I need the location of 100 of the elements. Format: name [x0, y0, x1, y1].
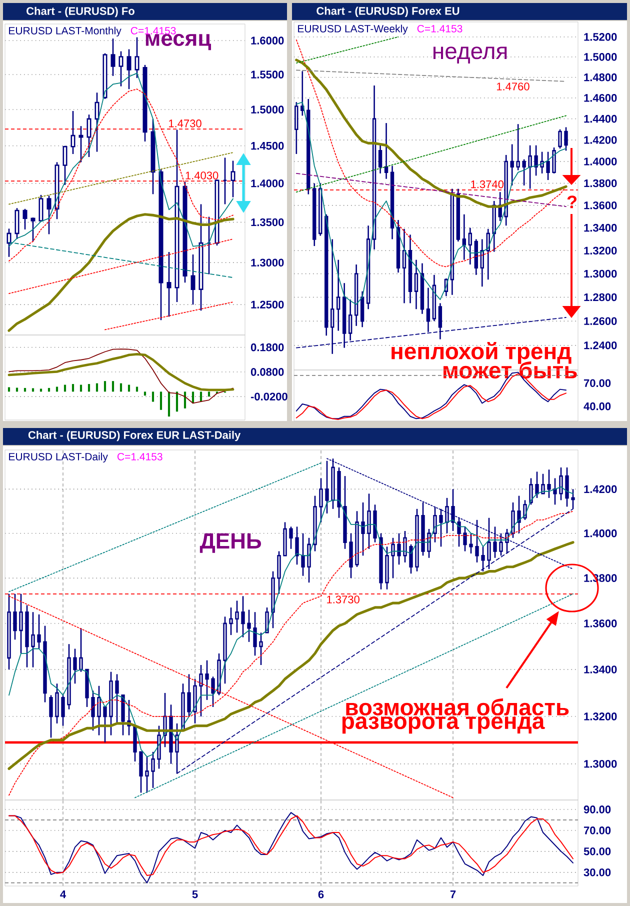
chart-title: EURUSD LAST-Daily: [9, 452, 108, 462]
y-tick-label: 1.4800: [584, 73, 617, 82]
candlestick: [78, 125, 84, 163]
y-tick-label: 1.5500: [251, 70, 284, 78]
candlestick: [94, 92, 100, 152]
candlestick: [166, 251, 172, 318]
y-tick-label: 0.0800: [250, 368, 284, 376]
y-tick-label: 1.4600: [584, 94, 617, 102]
annotation: 1.4760: [496, 82, 530, 90]
bar: [32, 388, 34, 392]
y-tick-label: 1.3400: [584, 224, 617, 232]
bar: [88, 384, 90, 392]
candlestick: [73, 648, 77, 684]
candlestick: [408, 234, 412, 304]
candlestick: [230, 160, 236, 198]
y-tick-label: 30.00: [584, 868, 611, 876]
candlestick: [378, 144, 382, 174]
candlestick: [169, 704, 173, 764]
y-tick-label: 1.3200: [584, 246, 617, 255]
y-tick-label: 90.00: [584, 806, 611, 814]
chart-title: EURUSD LAST-Monthly: [9, 26, 122, 36]
candlestick: [420, 262, 424, 315]
y-tick-label: 1.4000: [251, 179, 284, 188]
candlestick: [367, 493, 371, 550]
annotation: месяц: [146, 34, 212, 50]
y-tick-label: 1.4400: [584, 114, 617, 123]
candlestick: [319, 478, 323, 523]
y-tick-label: 1.5000: [584, 53, 617, 61]
chart-subtitle: C=1.4153: [118, 452, 162, 460]
bar: [144, 392, 146, 396]
bar: [136, 386, 138, 392]
bar: [160, 392, 162, 410]
bar: [40, 388, 42, 392]
bar: [208, 392, 210, 397]
candlestick: [145, 756, 149, 794]
x-tick-label: 4: [60, 890, 66, 898]
text: Chart - (EURUSD) Fo: [26, 6, 134, 18]
ref-line-label: 1.4030: [186, 172, 218, 180]
y-tick-label: 70.00: [584, 826, 611, 834]
annotation: неделя: [434, 46, 507, 64]
y-tick-label: 1.3800: [584, 179, 617, 188]
annotation: неплохой тренд: [392, 342, 572, 364]
candlestick: [468, 227, 472, 266]
y-tick-label: 1.3400: [584, 666, 617, 674]
bar: [56, 386, 58, 392]
candlestick: [199, 664, 203, 718]
y-tick-label: 1.3500: [251, 218, 284, 226]
bar: [192, 392, 194, 404]
x-tick-label: 7: [450, 890, 456, 898]
candlestick: [510, 144, 514, 186]
candlestick: [110, 38, 116, 77]
candlestick: [13, 593, 17, 640]
y-tick-label: 1.4500: [251, 142, 284, 150]
x-tick-label: 5: [192, 890, 198, 898]
candlestick: [253, 611, 257, 656]
text: Chart - (EURUSD) Forex EU: [316, 6, 460, 18]
y-tick-label: 1.4000: [584, 158, 617, 166]
candlestick: [432, 274, 436, 322]
bar: [72, 384, 74, 392]
candlestick: [235, 600, 239, 634]
candlestick: [462, 214, 466, 260]
y-tick-label: 1.4000: [584, 529, 617, 538]
candlestick: [205, 660, 209, 701]
y-tick-label: 1.6000: [251, 36, 284, 44]
candlestick: [150, 118, 156, 195]
bar: [120, 383, 122, 392]
annotation: возможная область: [346, 698, 569, 716]
candlestick: [97, 685, 101, 736]
bar: [16, 388, 18, 392]
y-tick-label: 40.00: [584, 402, 611, 410]
y-tick-label: 1.2500: [251, 300, 284, 308]
candlestick: [414, 259, 418, 310]
x-tick-label: 6: [318, 890, 324, 898]
candlestick: [312, 182, 316, 247]
bar: [184, 392, 186, 408]
bar: [152, 392, 154, 402]
y-tick-label: 1.4200: [584, 136, 617, 144]
y-tick-label: 1.5000: [251, 106, 284, 114]
ref-line-label: 1.3740: [471, 180, 504, 188]
annotation: ?: [567, 196, 576, 208]
annotation: разворота тренда: [342, 716, 545, 734]
bar: [112, 381, 114, 392]
candlestick: [241, 595, 245, 638]
candlestick: [19, 593, 23, 654]
candlestick: [325, 460, 329, 514]
y-tick-label: 1.3600: [584, 620, 617, 628]
y-tick-label: -0.0200: [250, 392, 288, 400]
ref-line-label: 1.4730: [169, 120, 202, 128]
line-series: [296, 102, 566, 305]
y-tick-label: 70.00: [584, 379, 611, 388]
candlestick: [7, 593, 11, 670]
candlestick: [247, 609, 251, 643]
candlestick: [174, 129, 180, 303]
bar: [200, 392, 202, 402]
bar: [80, 384, 82, 392]
y-tick-label: 50.00: [584, 847, 611, 856]
y-tick-label: 1.2400: [584, 341, 617, 350]
y-tick-label: 1.3200: [584, 712, 617, 720]
bar: [24, 388, 26, 392]
text: Chart - (EURUSD) Forex EUR LAST-Daily: [28, 430, 241, 442]
